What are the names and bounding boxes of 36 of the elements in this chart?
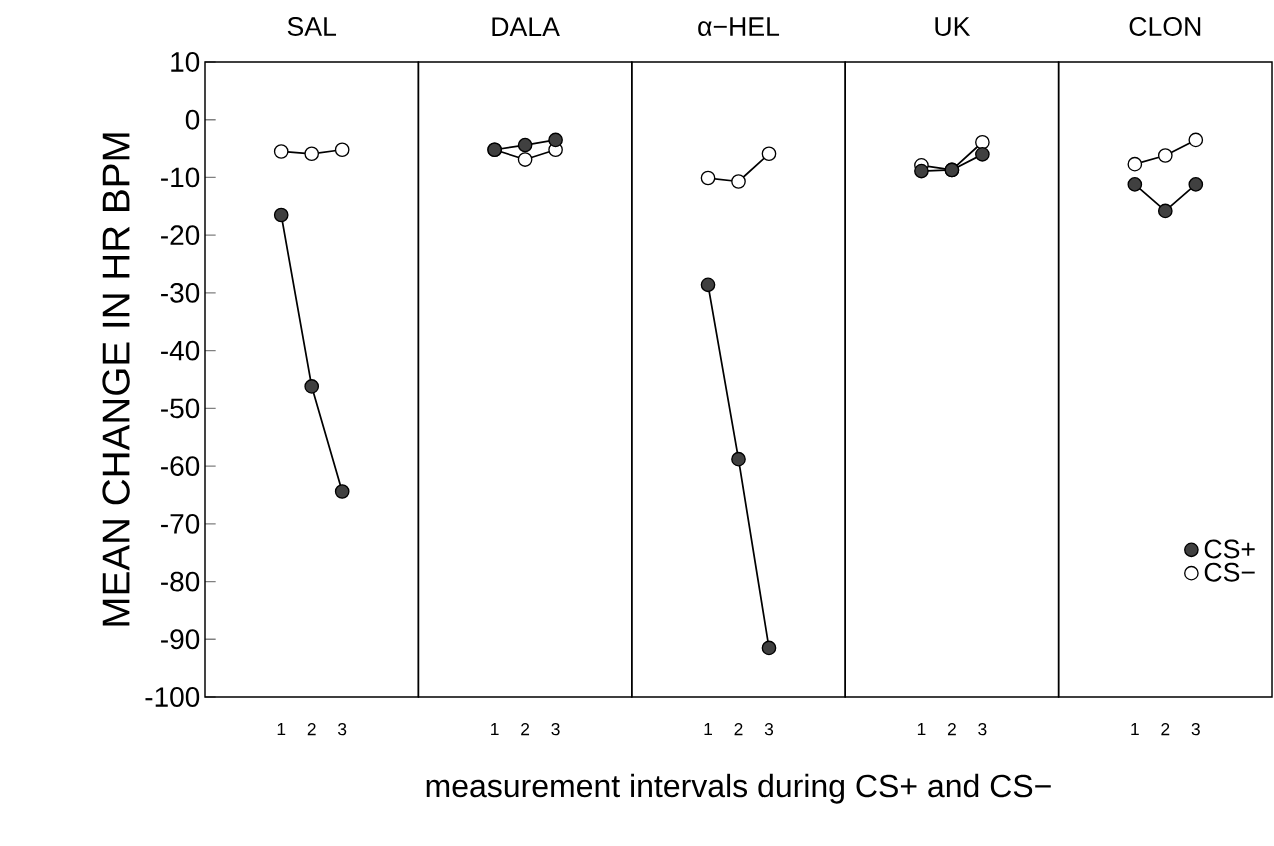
chart-title: α−HEL [698, 17, 780, 36]
y-tick-label: -50 [161, 398, 200, 419]
chart-title: UK [935, 17, 971, 36]
y-axis-title: MEAN CHANGE IN HR BPM [102, 133, 130, 626]
x-tick-label: 1 [704, 723, 712, 735]
x-tick-label: 3 [1191, 723, 1200, 736]
chart-title: DALA [492, 17, 560, 36]
y-tick-label: -30 [161, 282, 200, 303]
y-tick-label: -80 [161, 571, 200, 592]
x-tick-label: 2 [1161, 723, 1170, 736]
x-tick-label: 2 [947, 723, 956, 736]
x-tick-label: 3 [764, 723, 774, 736]
x-tick-label: 1 [1131, 723, 1139, 735]
y-tick-label: -70 [161, 513, 200, 534]
y-tick-label: -60 [161, 456, 200, 476]
x-tick-label: 3 [338, 723, 347, 736]
x-tick-label: 2 [307, 723, 316, 736]
y-tick-label: 10 [171, 52, 200, 72]
y-tick-label: -20 [161, 225, 200, 246]
chart-title: SAL [287, 17, 337, 36]
chart-title: CLON [1129, 17, 1201, 36]
x-tick-label: 3 [978, 723, 987, 736]
legend-label: CS− [1204, 562, 1255, 582]
y-tick-label: -40 [161, 340, 200, 361]
x-tick-label: 2 [521, 723, 530, 736]
y-tick-label: 0 [185, 109, 200, 130]
x-tick-label: 1 [917, 723, 926, 735]
x-tick-label: 3 [551, 723, 560, 736]
y-tick-label: -90 [161, 629, 200, 650]
x-tick-label: 2 [734, 723, 743, 736]
x-tick-label: 1 [277, 723, 286, 735]
y-tick-label: -10 [161, 167, 200, 188]
x-axis-title: measurement intervals during CS+ and CS− [426, 773, 1051, 804]
y-tick-label: -100 [145, 687, 200, 707]
legend-label: CS+ [1204, 539, 1255, 559]
x-tick-label: 1 [491, 723, 499, 735]
